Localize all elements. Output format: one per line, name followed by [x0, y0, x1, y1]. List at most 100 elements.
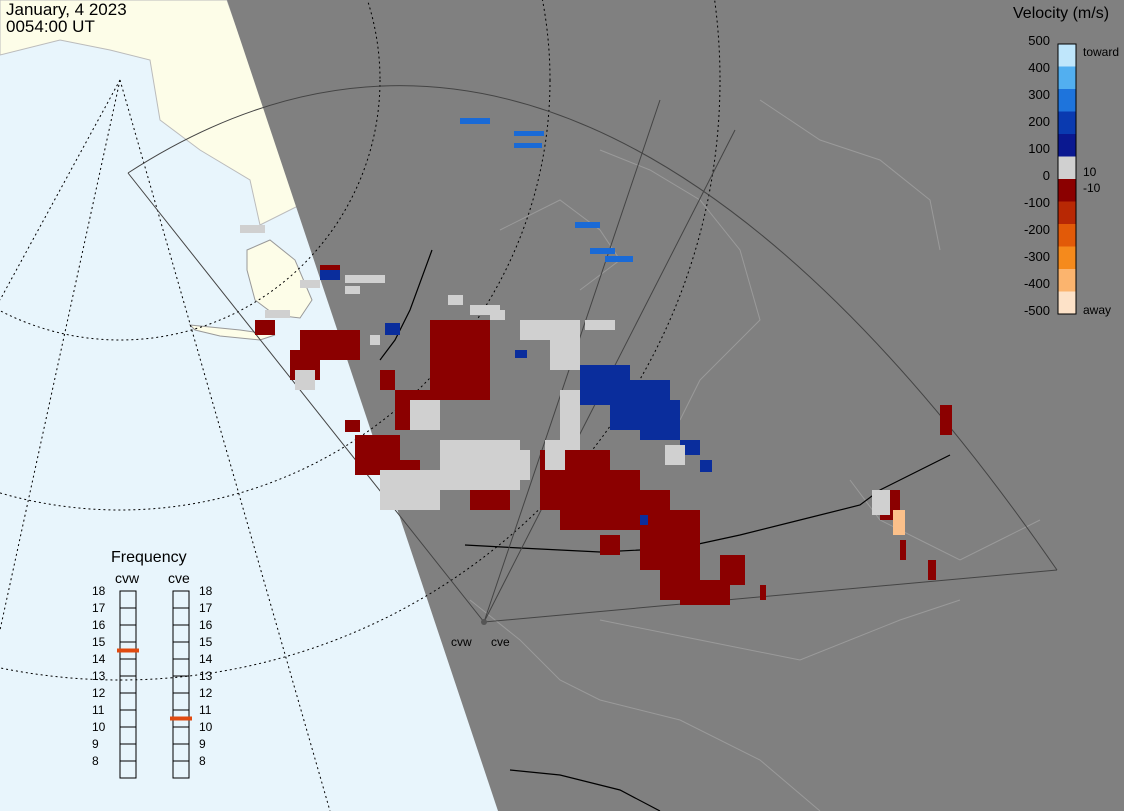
frequency-scale-left: 15 [92, 635, 106, 649]
ground-scatter-cell [448, 295, 463, 305]
colorbar-segment [1058, 201, 1076, 225]
ground-scatter-cell [585, 320, 615, 330]
frequency-marker [117, 648, 139, 653]
ground-scatter-cell [345, 286, 360, 294]
us-canada-border [464, 454, 951, 553]
ground-scatter-cell [410, 400, 440, 430]
velocity-colorbar [1057, 43, 1077, 315]
frequency-cell [172, 760, 190, 779]
colorbar-tick-label: -100 [1023, 195, 1050, 210]
frequency-scale-left: 17 [92, 601, 106, 615]
high-positive-velocity-cell [514, 131, 544, 136]
ground-scatter-cell [490, 310, 505, 320]
colorbar-segment [1058, 179, 1076, 202]
frequency-scale-right: 14 [199, 652, 213, 666]
high-positive-velocity-cell [514, 143, 542, 148]
negative-velocity-cell [355, 435, 400, 475]
positive-velocity-cell [640, 400, 680, 440]
positive-velocity-cells [320, 270, 712, 525]
negative-velocity-cell [928, 560, 936, 580]
colorbar-segment [1058, 246, 1076, 270]
site-label-cvw: cvw [451, 635, 472, 649]
ground-scatter-cell [265, 310, 290, 318]
ground-scatter-cell [300, 280, 320, 288]
us-mexico-border [509, 769, 661, 811]
time-label: 0054:00 UT [6, 17, 95, 36]
high-positive-velocity-cell [590, 248, 615, 254]
positive-velocity-cell [700, 460, 712, 472]
ground-scatter-cells [240, 225, 890, 515]
ground-scatter-cell [295, 370, 315, 390]
frequency-scale-right: 9 [199, 737, 206, 751]
ground-scatter-cell [550, 340, 580, 370]
frequency-indicator [117, 590, 192, 779]
frequency-scale-left: 13 [92, 669, 106, 683]
frequency-scale-left: 16 [92, 618, 106, 632]
colorbar-inner-pos-label: 10 [1083, 165, 1097, 179]
colorbar-segment [1058, 111, 1076, 135]
high-positive-velocity-cell [460, 118, 490, 124]
ground-scatter-cell [545, 440, 565, 470]
high-negative-velocity-cell [893, 510, 905, 535]
colorbar-tick-label: -500 [1023, 303, 1050, 318]
colorbar-segment [1058, 44, 1076, 67]
ground-scatter-cell [872, 490, 890, 515]
site-label-cve: cve [491, 635, 510, 649]
high-positive-velocity-cell [605, 256, 633, 262]
alaska-coast-south [246, 239, 313, 319]
colorbar-tick-label: 0 [1042, 168, 1050, 183]
ground-scatter-cell [470, 450, 530, 480]
ground-scatter-cell [470, 305, 500, 315]
frequency-scale-right: 15 [199, 635, 213, 649]
colorbar-tick-label: -400 [1023, 276, 1050, 291]
ground-scatter-cell [370, 335, 380, 345]
frequency-cell [119, 760, 137, 779]
colorbar-segment [1058, 89, 1076, 112]
alaska-border [379, 249, 433, 361]
negative-velocity-cell [380, 370, 395, 390]
frequency-scale-left: 12 [92, 686, 106, 700]
frequency-scale-left: 18 [92, 584, 106, 598]
colorbar-toward-label: toward [1083, 45, 1120, 59]
high-positive-velocity-cells [460, 118, 633, 262]
colorbar-away-label: away [1083, 303, 1112, 317]
negative-velocity-cell [575, 500, 605, 520]
frequency-scale-right: 16 [199, 618, 213, 632]
colorbar-tick-label: -200 [1023, 222, 1050, 237]
positive-velocity-cell [515, 350, 527, 358]
frequency-scale-right: 17 [199, 601, 213, 615]
negative-velocity-cell [720, 555, 745, 585]
colorbar-segment [1058, 269, 1076, 292]
date-label: January, 4 2023 [6, 0, 127, 19]
radar-site-marker [481, 619, 487, 625]
colorbar-segment [1058, 156, 1076, 180]
colorbar-title: Velocity (m/s) [1013, 5, 1110, 22]
colorbar-tick-label: 400 [1028, 60, 1050, 75]
colorbar-inner-neg-label: -10 [1083, 181, 1101, 195]
frequency-scale-left: 9 [92, 737, 99, 751]
colorbar-segment [1058, 291, 1076, 315]
frequency-scale-left: 14 [92, 652, 106, 666]
ground-scatter-cell [345, 275, 385, 283]
negative-velocity-cell [345, 420, 360, 432]
colorbar-tick-label: 100 [1028, 141, 1050, 156]
frequency-title: Frequency [111, 549, 187, 566]
colorbar-segment [1058, 224, 1076, 247]
negative-velocity-cell [760, 585, 766, 600]
negative-velocity-cell [940, 405, 952, 435]
frequency-scale-right: 13 [199, 669, 213, 683]
negative-velocity-cell [440, 360, 490, 400]
high-positive-velocity-cell [575, 222, 600, 228]
positive-velocity-cell [320, 270, 340, 280]
ground-scatter-cell [240, 225, 265, 233]
ground-scatter-cell [520, 320, 580, 340]
frequency-radar-cvw: cvw [115, 570, 140, 586]
frequency-marker [170, 716, 192, 721]
negative-velocity-cell [900, 540, 906, 560]
frequency-scale-right: 11 [199, 703, 212, 717]
frequency-scale-right: 18 [199, 584, 213, 598]
negative-velocity-cell [255, 320, 275, 335]
colorbar-tick-label: -300 [1023, 249, 1050, 264]
frequency-scale-left: 10 [92, 720, 106, 734]
